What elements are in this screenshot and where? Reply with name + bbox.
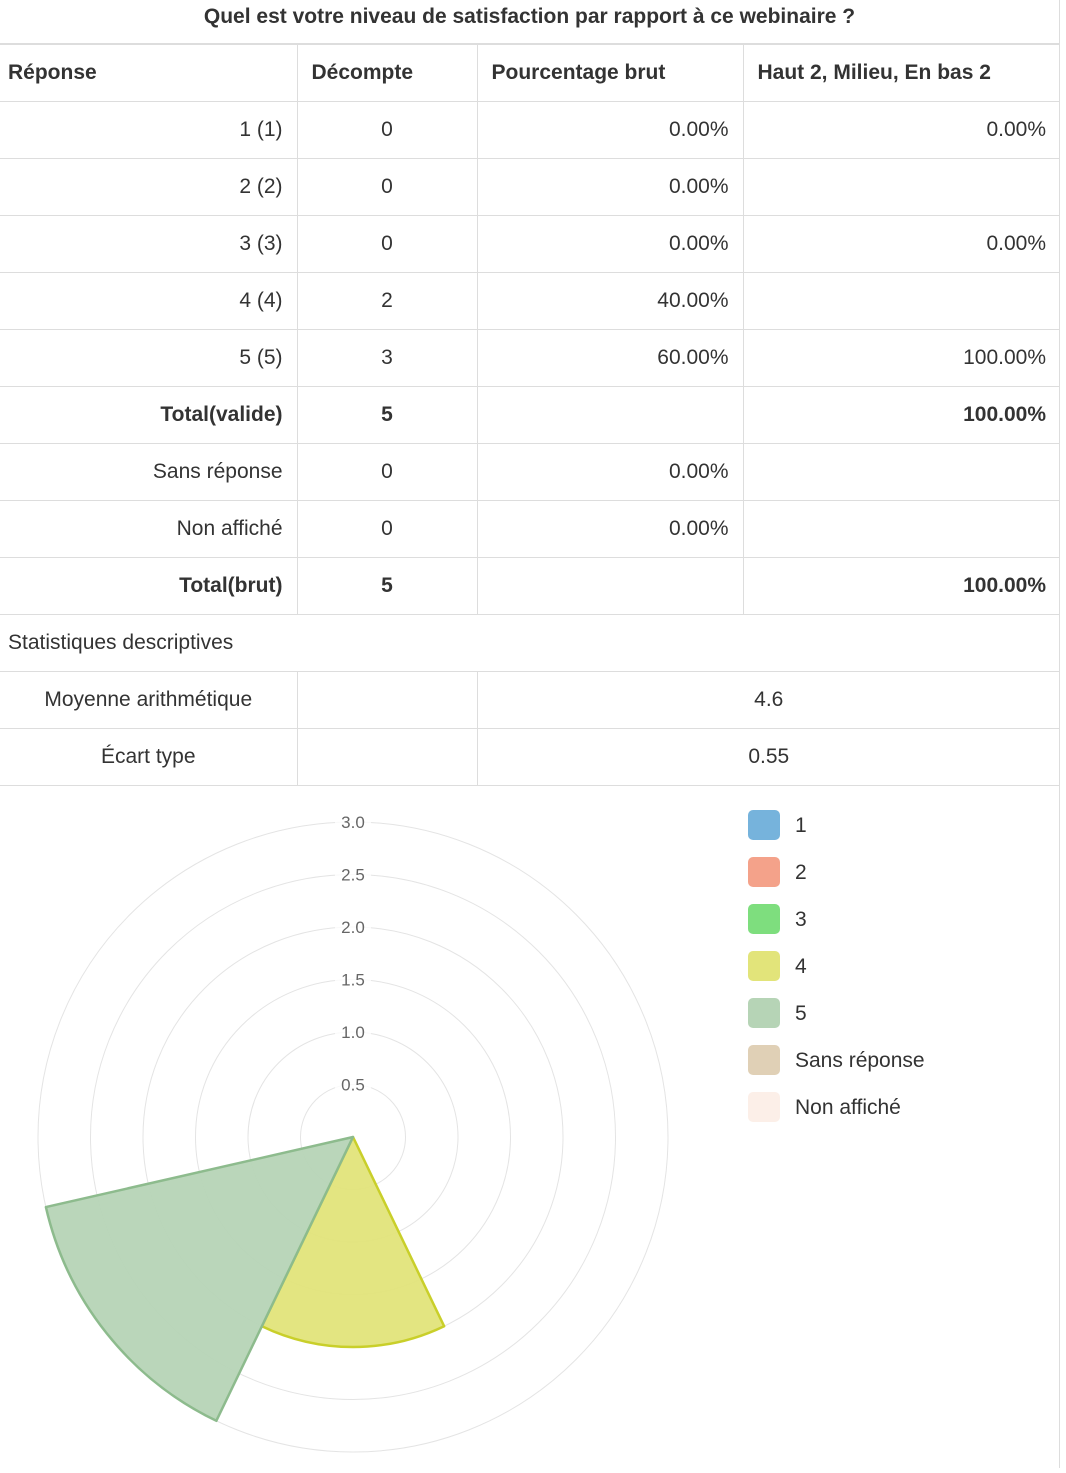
percentage-cell: 40.00% xyxy=(476,272,744,330)
radial-tick-label: 2.5 xyxy=(341,866,365,885)
count-cell: 5 xyxy=(296,557,478,615)
tick-label-backdrop xyxy=(335,969,371,990)
top-bottom-cell: 0.00% xyxy=(742,101,1060,159)
count-cell: 0 xyxy=(296,101,478,159)
radial-tick-label: 1.5 xyxy=(341,971,365,990)
table-row: Total(valide) 5 100.00% xyxy=(0,386,1060,444)
response-cell: 2 (2) xyxy=(0,158,298,216)
legend-label: Non affiché xyxy=(795,1096,901,1119)
radial-tick-label: 1.0 xyxy=(341,1023,365,1042)
table-row: 1 (1) 0 0.00% 0.00% xyxy=(0,101,1060,159)
tick-label-backdrop xyxy=(335,1022,371,1042)
table-row: Sans réponse 0 0.00% xyxy=(0,443,1060,501)
tick-label-backdrop xyxy=(335,917,371,937)
legend-swatch xyxy=(748,904,780,934)
response-cell: Sans réponse xyxy=(0,443,298,501)
legend-swatch xyxy=(748,1045,780,1075)
percentage-cell xyxy=(476,386,744,444)
stats-row: Moyenne arithmétique 4.6 xyxy=(0,671,1060,729)
polar-sector xyxy=(44,1135,355,1423)
legend-swatch xyxy=(748,998,780,1028)
results-table: Réponse Décompte Pourcentage brut Haut 2… xyxy=(0,44,1060,786)
top-bottom-cell: 0.00% xyxy=(742,215,1060,273)
legend-swatch xyxy=(748,951,780,981)
legend-swatch xyxy=(748,857,780,887)
header-count: Décompte xyxy=(296,44,478,102)
count-cell: 0 xyxy=(296,500,478,558)
radial-tick-label: 3.0 xyxy=(341,813,365,832)
question-title: Quel est votre niveau de satisfaction pa… xyxy=(0,0,1059,44)
response-cell: 1 (1) xyxy=(0,101,298,159)
header-response: Réponse xyxy=(0,44,298,102)
legend-label: 5 xyxy=(795,1002,807,1025)
stats-heading-row: Statistiques descriptives xyxy=(0,614,1060,672)
table-row: 2 (2) 0 0.00% xyxy=(0,158,1060,216)
percentage-cell: 0.00% xyxy=(476,500,744,558)
table-row: 4 (4) 2 40.00% xyxy=(0,272,1060,330)
radial-tick-label: 2.0 xyxy=(341,918,365,937)
response-cell: 4 (4) xyxy=(0,272,298,330)
table-row: 5 (5) 3 60.00% 100.00% xyxy=(0,329,1060,387)
legend-swatch xyxy=(748,810,780,840)
polar-area-chart: 0.5 1.0 1.5 2.0 2.5 3.0 1 2 3 4 5 Sans réponse Non … xyxy=(0,797,1060,1468)
percentage-cell: 60.00% xyxy=(476,329,744,387)
response-cell: Non affiché xyxy=(0,500,298,558)
stats-row: Écart type 0.55 xyxy=(0,728,1060,786)
percentage-cell xyxy=(476,557,744,615)
percentage-cell: 0.00% xyxy=(476,215,744,273)
top-bottom-cell xyxy=(742,500,1060,558)
response-cell: Total(brut) xyxy=(0,557,298,615)
legend-label: 4 xyxy=(795,955,807,978)
top-bottom-cell: 100.00% xyxy=(742,329,1060,387)
top-bottom-cell xyxy=(742,443,1060,501)
table-row: Total(brut) 5 100.00% xyxy=(0,557,1060,615)
polar-chart-canvas: 0.5 1.0 1.5 2.0 2.5 3.0 xyxy=(37,812,669,1453)
legend-label: Sans réponse xyxy=(795,1049,925,1072)
header-raw-percentage: Pourcentage brut xyxy=(476,44,744,102)
tick-label-backdrop xyxy=(335,812,371,832)
table-header-row: Réponse Décompte Pourcentage brut Haut 2… xyxy=(0,44,1060,102)
count-cell: 2 xyxy=(296,272,478,330)
tick-label-backdrop xyxy=(335,864,371,885)
percentage-cell: 0.00% xyxy=(476,443,744,501)
legend-label: 3 xyxy=(795,908,807,931)
stats-label: Écart type xyxy=(0,728,298,786)
top-bottom-cell: 100.00% xyxy=(742,386,1060,444)
response-cell: Total(valide) xyxy=(0,386,298,444)
radial-tick-label: 0.5 xyxy=(341,1076,365,1095)
count-cell: 5 xyxy=(296,386,478,444)
percentage-cell: 0.00% xyxy=(476,101,744,159)
response-cell: 3 (3) xyxy=(0,215,298,273)
stats-value: 0.55 xyxy=(476,728,1060,786)
table-row: 3 (3) 0 0.00% 0.00% xyxy=(0,215,1060,273)
top-bottom-cell xyxy=(742,158,1060,216)
count-cell: 0 xyxy=(296,215,478,273)
table-row: Non affiché 0 0.00% xyxy=(0,500,1060,558)
legend-label: 1 xyxy=(795,814,807,837)
count-cell: 3 xyxy=(296,329,478,387)
response-cell: 5 (5) xyxy=(0,329,298,387)
tick-label-backdrop xyxy=(335,1074,371,1095)
count-cell: 0 xyxy=(296,443,478,501)
percentage-cell: 0.00% xyxy=(476,158,744,216)
header-top-middle-bottom: Haut 2, Milieu, En bas 2 xyxy=(742,44,1060,102)
stats-empty-cell xyxy=(296,728,478,786)
stats-label: Moyenne arithmétique xyxy=(0,671,298,729)
top-bottom-cell: 100.00% xyxy=(742,557,1060,615)
legend-label: 2 xyxy=(795,861,807,884)
stats-empty-cell xyxy=(296,671,478,729)
polar-sector xyxy=(260,1135,446,1349)
stats-heading: Statistiques descriptives xyxy=(0,614,1060,672)
legend-swatch xyxy=(748,1092,780,1122)
top-bottom-cell xyxy=(742,272,1060,330)
count-cell: 0 xyxy=(296,158,478,216)
stats-value: 4.6 xyxy=(476,671,1060,729)
